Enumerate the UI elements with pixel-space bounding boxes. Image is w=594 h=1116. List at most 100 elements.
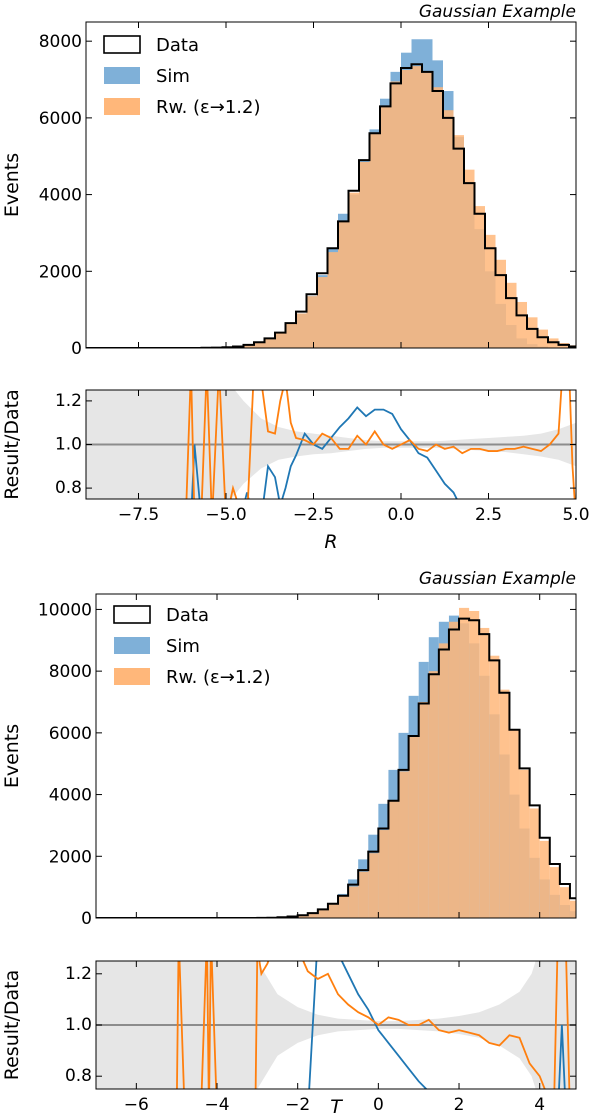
rw-bar bbox=[529, 808, 540, 918]
rw-bar bbox=[408, 735, 419, 918]
x-tick-label: 5.0 bbox=[562, 505, 589, 525]
y-tick-label: 0 bbox=[81, 909, 92, 929]
rw-ratio-line bbox=[185, 390, 576, 499]
rw-bar bbox=[348, 886, 359, 918]
rw-bar bbox=[469, 610, 480, 918]
rw-bar bbox=[358, 871, 369, 918]
rw-bar bbox=[359, 161, 370, 348]
ratio-y-axis-label: Result/Data bbox=[1, 389, 23, 499]
rw-ratio-line bbox=[176, 961, 571, 1089]
rw-bar bbox=[569, 900, 576, 918]
rw-bar bbox=[422, 71, 433, 348]
ratio-y-tick-label: 0.8 bbox=[65, 1066, 92, 1086]
main-axes-frame bbox=[95, 593, 577, 919]
rw-bar bbox=[506, 282, 517, 348]
x-tick-label: −7.5 bbox=[118, 505, 159, 525]
y-tick-label: 4000 bbox=[49, 786, 92, 806]
sim-ratio-line bbox=[191, 406, 458, 499]
rw-bar bbox=[485, 234, 496, 348]
x-tick-label: −2 bbox=[285, 1095, 310, 1115]
legend-label-sim: Sim bbox=[166, 636, 200, 657]
x-tick-label: −4 bbox=[204, 1095, 229, 1115]
y-tick-label: 6000 bbox=[39, 109, 82, 129]
rw-bar bbox=[243, 344, 254, 348]
ratio-plot-area bbox=[96, 961, 576, 1089]
rw-bar bbox=[369, 133, 380, 348]
y-tick-label: 4000 bbox=[39, 186, 82, 206]
y-tick-label: 2000 bbox=[49, 847, 92, 867]
rw-bar bbox=[479, 627, 490, 918]
rw-bar bbox=[519, 769, 530, 918]
x-tick-label: 0 bbox=[373, 1095, 384, 1115]
x-tick-label: 0.0 bbox=[387, 505, 414, 525]
ratio-y-axis-label: Result/Data bbox=[1, 970, 23, 1080]
rw-bar bbox=[327, 252, 338, 348]
rw-bar bbox=[390, 81, 401, 348]
rw-bar bbox=[411, 66, 422, 348]
y-axis-label: Events bbox=[1, 724, 23, 788]
rw-bar bbox=[368, 853, 379, 918]
legend-swatch-rw bbox=[114, 668, 150, 685]
rw-bar bbox=[307, 913, 318, 918]
rw-bar bbox=[418, 702, 429, 918]
rw-bar bbox=[559, 887, 570, 918]
rw-bar bbox=[459, 607, 470, 918]
ratio-y-tick-label: 0.8 bbox=[55, 478, 82, 498]
legend-swatch-sim bbox=[104, 67, 140, 84]
rw-bar bbox=[306, 296, 317, 348]
rw-bar bbox=[474, 206, 485, 348]
rw-bar bbox=[539, 840, 550, 918]
legend-swatch-rw bbox=[104, 98, 140, 115]
y-tick-label: 10000 bbox=[38, 600, 92, 620]
legend-swatch-data bbox=[113, 605, 151, 624]
rw-bar bbox=[275, 332, 286, 348]
y-tick-label: 6000 bbox=[49, 724, 92, 744]
y-tick-label: 2000 bbox=[39, 262, 82, 282]
rw-bar bbox=[254, 342, 265, 348]
rw-bar bbox=[297, 915, 308, 918]
histogram-panel-t: Gaussian Example 0 2000 4000 6000 8000 10000 Ev… bbox=[1, 569, 594, 1116]
rw-bar bbox=[285, 323, 296, 348]
rw-bar bbox=[516, 301, 527, 348]
legend: Data Sim Rw. (ε→1.2) bbox=[113, 605, 271, 688]
rw-bar bbox=[317, 909, 328, 918]
rw-bar bbox=[327, 904, 339, 918]
rw-bar bbox=[264, 338, 275, 348]
main-plot-area bbox=[86, 39, 576, 348]
sim-ratio-line bbox=[308, 961, 566, 1089]
legend-label-rw: Rw. (ε→1.2) bbox=[156, 97, 261, 118]
legend-label-rw: Rw. (ε→1.2) bbox=[166, 667, 271, 688]
y-tick-label: 8000 bbox=[49, 662, 92, 682]
ratio-y-tick-label: 1.0 bbox=[65, 1015, 92, 1035]
rw-bar bbox=[590, 914, 594, 918]
ratio-plot-area bbox=[86, 390, 576, 499]
rw-bar bbox=[378, 830, 389, 918]
x-tick-label: 2 bbox=[454, 1095, 465, 1115]
rw-bar bbox=[401, 69, 412, 348]
chart-title: Gaussian Example bbox=[419, 569, 576, 589]
legend-swatch-data bbox=[103, 35, 141, 54]
rw-bar bbox=[338, 221, 349, 348]
x-tick-label: 2.5 bbox=[475, 505, 502, 525]
rw-bar bbox=[348, 192, 359, 348]
legend-label-data: Data bbox=[166, 605, 209, 626]
rw-bar bbox=[443, 110, 454, 348]
y-axis-label: Events bbox=[1, 153, 23, 217]
rw-bar bbox=[432, 87, 443, 348]
x-tick-label: −5.0 bbox=[205, 505, 246, 525]
ratio-y-tick-label: 1.2 bbox=[65, 964, 92, 984]
rw-bar bbox=[549, 867, 560, 918]
histogram-panel-r: Gaussian Example 0 2000 4000 6000 8000 Events D… bbox=[1, 2, 590, 553]
chart-title: Gaussian Example bbox=[419, 2, 576, 22]
legend-label-sim: Sim bbox=[156, 66, 190, 87]
x-axis-label: R bbox=[324, 531, 337, 553]
rw-bar bbox=[380, 106, 391, 348]
rw-bar bbox=[398, 771, 409, 918]
rw-bar bbox=[428, 671, 439, 918]
y-tick-label: 0 bbox=[71, 339, 82, 359]
rw-bar bbox=[527, 317, 538, 348]
rw-bar bbox=[338, 896, 349, 918]
y-tick-label: 8000 bbox=[39, 32, 82, 52]
ratio-y-tick-label: 1.0 bbox=[55, 435, 82, 455]
